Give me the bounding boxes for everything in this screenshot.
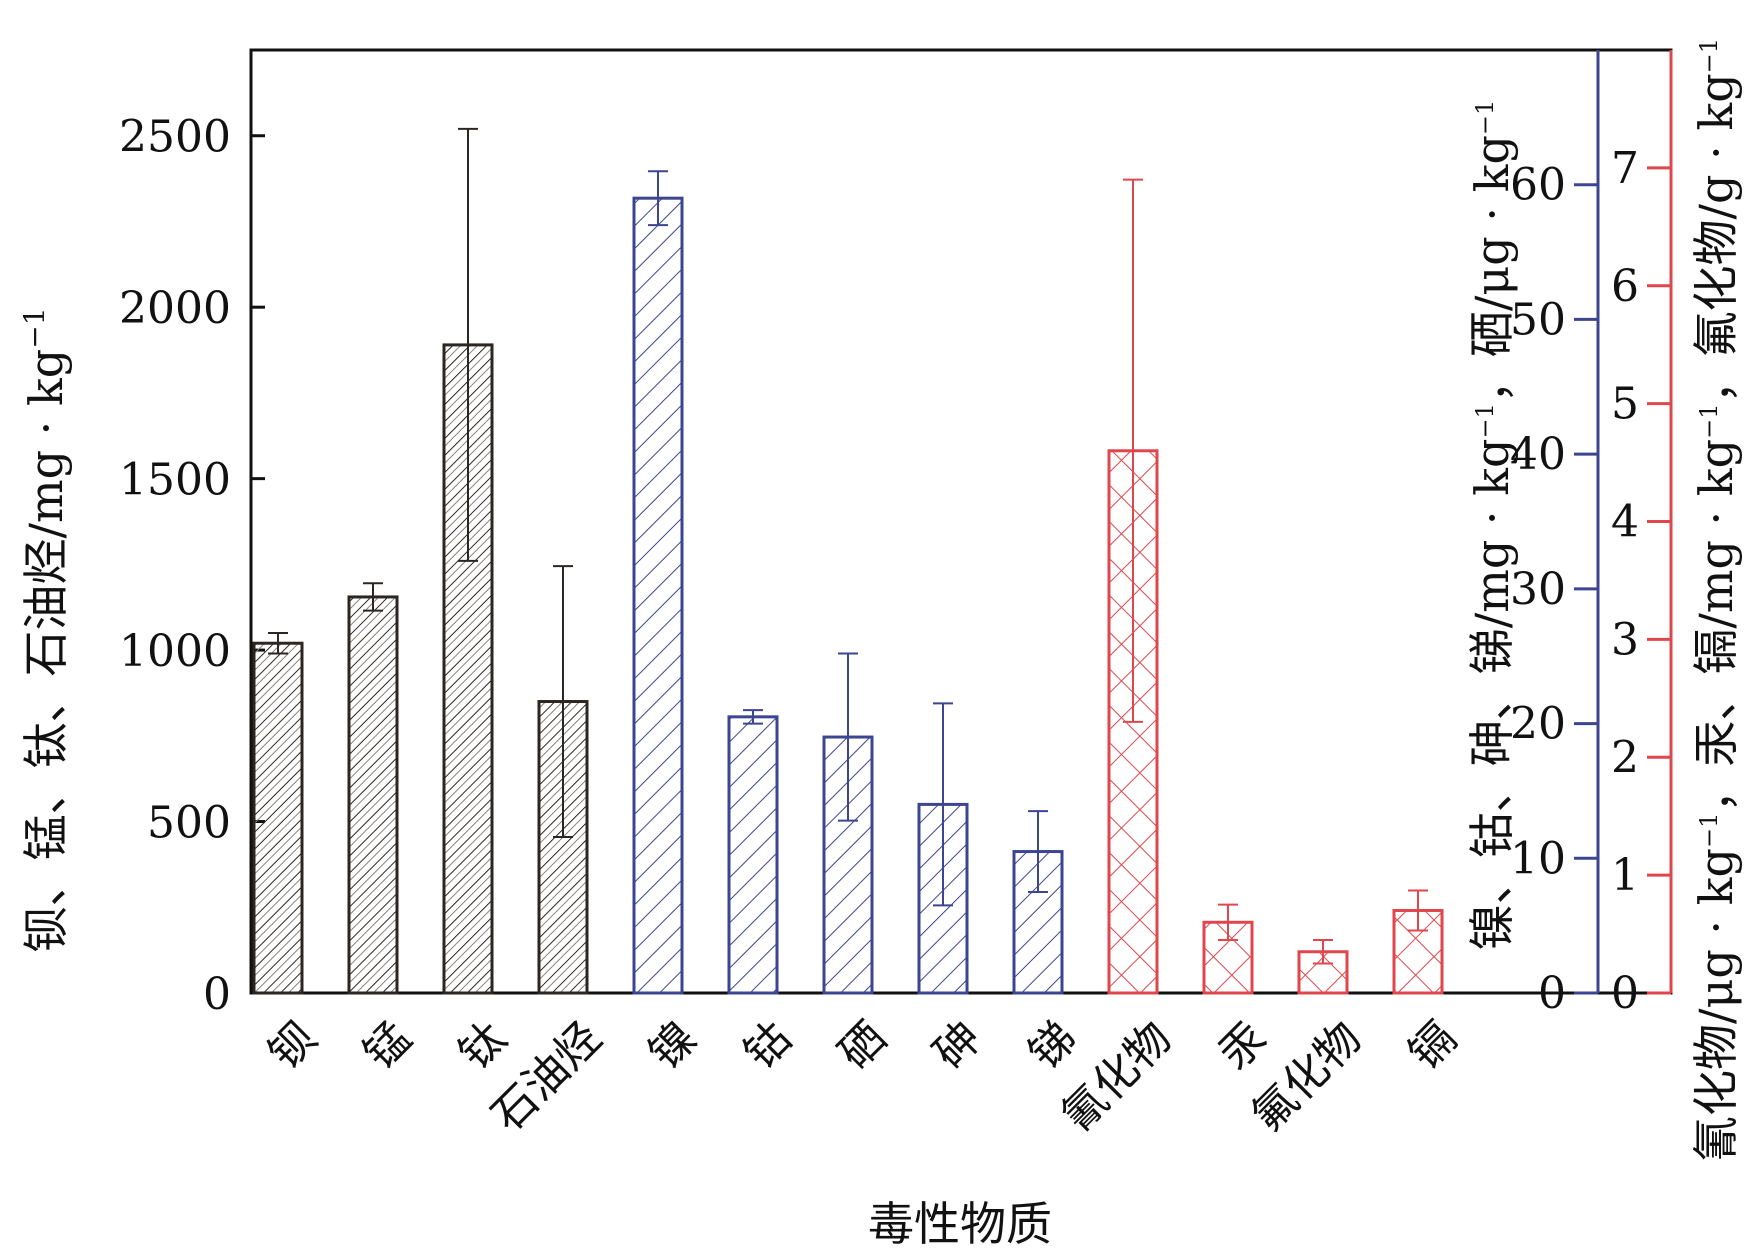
- right-tick-label: 7: [1611, 143, 1639, 194]
- category-label: 钛: [449, 1012, 516, 1079]
- middle-tick-label: 40: [1510, 429, 1566, 480]
- left-tick-label: 500: [147, 798, 231, 849]
- category-label: 汞: [1209, 1012, 1276, 1079]
- middle-y-axis-title: 镍、钴、砷、锑/mg · kg−1，硒/μg · kg−1: [1465, 100, 1519, 951]
- axis-title-sup: −1: [1695, 403, 1723, 438]
- right-tick-label: 2: [1611, 732, 1639, 783]
- left-y-axis: 0 500 1000 1500 2000 2500: [119, 112, 265, 1020]
- category-label: 石油烃: [482, 1012, 611, 1141]
- bar-series: [252, 196, 1444, 995]
- left-tick-label: 1000: [119, 626, 231, 677]
- category-label: 锰: [354, 1012, 421, 1079]
- right-tick-label: 3: [1611, 614, 1639, 665]
- category-label: 氟化物: [1242, 1012, 1371, 1141]
- right-y-axis-title: 氰化物/μg · kg−1，汞、镉/mg · kg−1，氟化物/g · kg−1: [1689, 38, 1743, 1162]
- category-label: 砷: [924, 1012, 991, 1079]
- left-tick-label: 1500: [119, 455, 231, 506]
- axis-title-sup: −1: [1471, 403, 1499, 438]
- axis-title-part: 镍、钴、砷、锑/mg · kg: [1465, 439, 1519, 951]
- right-y-axis: 0 1 2 3 4 5 6 7: [1611, 143, 1671, 1019]
- x-axis-title: 毒性物质: [868, 1197, 1052, 1251]
- category-label: 镍: [639, 1012, 706, 1079]
- category-label: 钴: [734, 1012, 801, 1079]
- left-y-axis-title: 钡、锰、钛、石油烃/mg · kg−1: [18, 307, 73, 952]
- middle-tick-label: 60: [1510, 160, 1566, 211]
- left-tick-label: 2000: [119, 283, 231, 334]
- axis-title-part: ，汞、镉/mg · kg: [1689, 439, 1743, 813]
- category-labels: 钡锰钛石油烃镍钴硒砷锑氰化物 汞氟化物镉: [259, 1012, 1466, 1141]
- category-label: 镉: [1399, 1012, 1466, 1079]
- middle-tick-label: 20: [1510, 699, 1566, 750]
- right-tick-label: 6: [1611, 261, 1639, 312]
- right-tick-label: 4: [1611, 497, 1639, 548]
- right-tick-label: 0: [1611, 968, 1639, 1019]
- middle-tick-label: 0: [1538, 968, 1566, 1019]
- middle-tick-label: 50: [1510, 294, 1566, 345]
- middle-tick-label: 30: [1510, 564, 1566, 615]
- axis-title-sup: −1: [1695, 38, 1723, 73]
- right-tick-label: 5: [1611, 379, 1639, 430]
- axis-title-part: ，氟化物/g · kg: [1689, 73, 1743, 403]
- bar: [632, 196, 684, 995]
- right-tick-label: 1: [1611, 850, 1639, 901]
- left-tick-label: 0: [203, 969, 231, 1020]
- bar: [347, 595, 399, 995]
- axis-title-part: ，硒/μg · kg: [1465, 135, 1519, 403]
- category-label: 硒: [829, 1012, 896, 1079]
- category-label: 锑: [1019, 1012, 1086, 1079]
- category-label: 氰化物: [1052, 1012, 1181, 1141]
- bar: [252, 641, 304, 995]
- axis-title-part: 氰化物/μg · kg: [1689, 848, 1743, 1162]
- category-label: 钡: [259, 1012, 326, 1079]
- middle-y-axis: 0 10 20 30 40 50 60: [1510, 160, 1598, 1019]
- bar: [727, 715, 779, 995]
- middle-tick-label: 10: [1510, 833, 1566, 884]
- axis-title-sup: −1: [1471, 100, 1499, 135]
- axis-title-sup: −1: [1695, 813, 1723, 848]
- left-tick-label: 2500: [119, 112, 231, 163]
- left-y-axis-title-sup: −1: [18, 307, 51, 348]
- left-y-axis-title-main: 钡、锰、钛、石油烃/mg · kg: [19, 349, 73, 953]
- error-bars: [268, 127, 1428, 965]
